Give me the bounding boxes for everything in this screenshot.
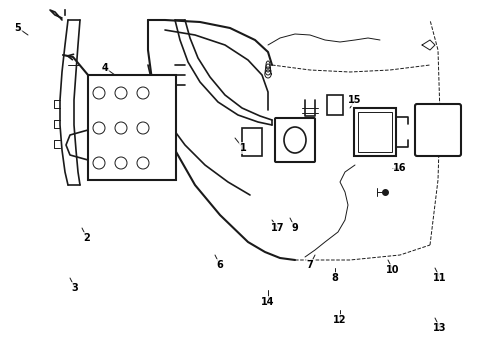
FancyBboxPatch shape bbox=[414, 104, 460, 156]
Bar bbox=[357, 112, 391, 152]
Text: 1: 1 bbox=[239, 143, 246, 153]
FancyBboxPatch shape bbox=[274, 118, 314, 162]
Circle shape bbox=[115, 157, 127, 169]
Text: 13: 13 bbox=[432, 323, 446, 333]
Text: 10: 10 bbox=[386, 265, 399, 275]
Text: 9: 9 bbox=[291, 223, 298, 233]
Text: 2: 2 bbox=[83, 233, 90, 243]
Text: 16: 16 bbox=[392, 163, 406, 173]
Circle shape bbox=[115, 122, 127, 134]
Text: 4: 4 bbox=[102, 63, 108, 73]
Bar bbox=[353, 108, 395, 156]
Text: 8: 8 bbox=[331, 273, 338, 283]
Text: 17: 17 bbox=[271, 223, 284, 233]
Circle shape bbox=[137, 87, 149, 99]
Ellipse shape bbox=[284, 127, 305, 153]
Circle shape bbox=[137, 122, 149, 134]
Bar bbox=[242, 128, 262, 156]
Circle shape bbox=[115, 87, 127, 99]
Text: 7: 7 bbox=[306, 260, 313, 270]
Text: 6: 6 bbox=[216, 260, 223, 270]
Text: 15: 15 bbox=[347, 95, 361, 105]
Text: 5: 5 bbox=[15, 23, 21, 33]
Circle shape bbox=[137, 157, 149, 169]
Text: 11: 11 bbox=[432, 273, 446, 283]
Circle shape bbox=[93, 157, 105, 169]
Bar bbox=[326, 95, 342, 115]
Text: 12: 12 bbox=[332, 315, 346, 325]
Bar bbox=[88, 75, 176, 180]
Circle shape bbox=[93, 122, 105, 134]
Text: 3: 3 bbox=[71, 283, 78, 293]
Circle shape bbox=[93, 87, 105, 99]
Text: 14: 14 bbox=[261, 297, 274, 307]
